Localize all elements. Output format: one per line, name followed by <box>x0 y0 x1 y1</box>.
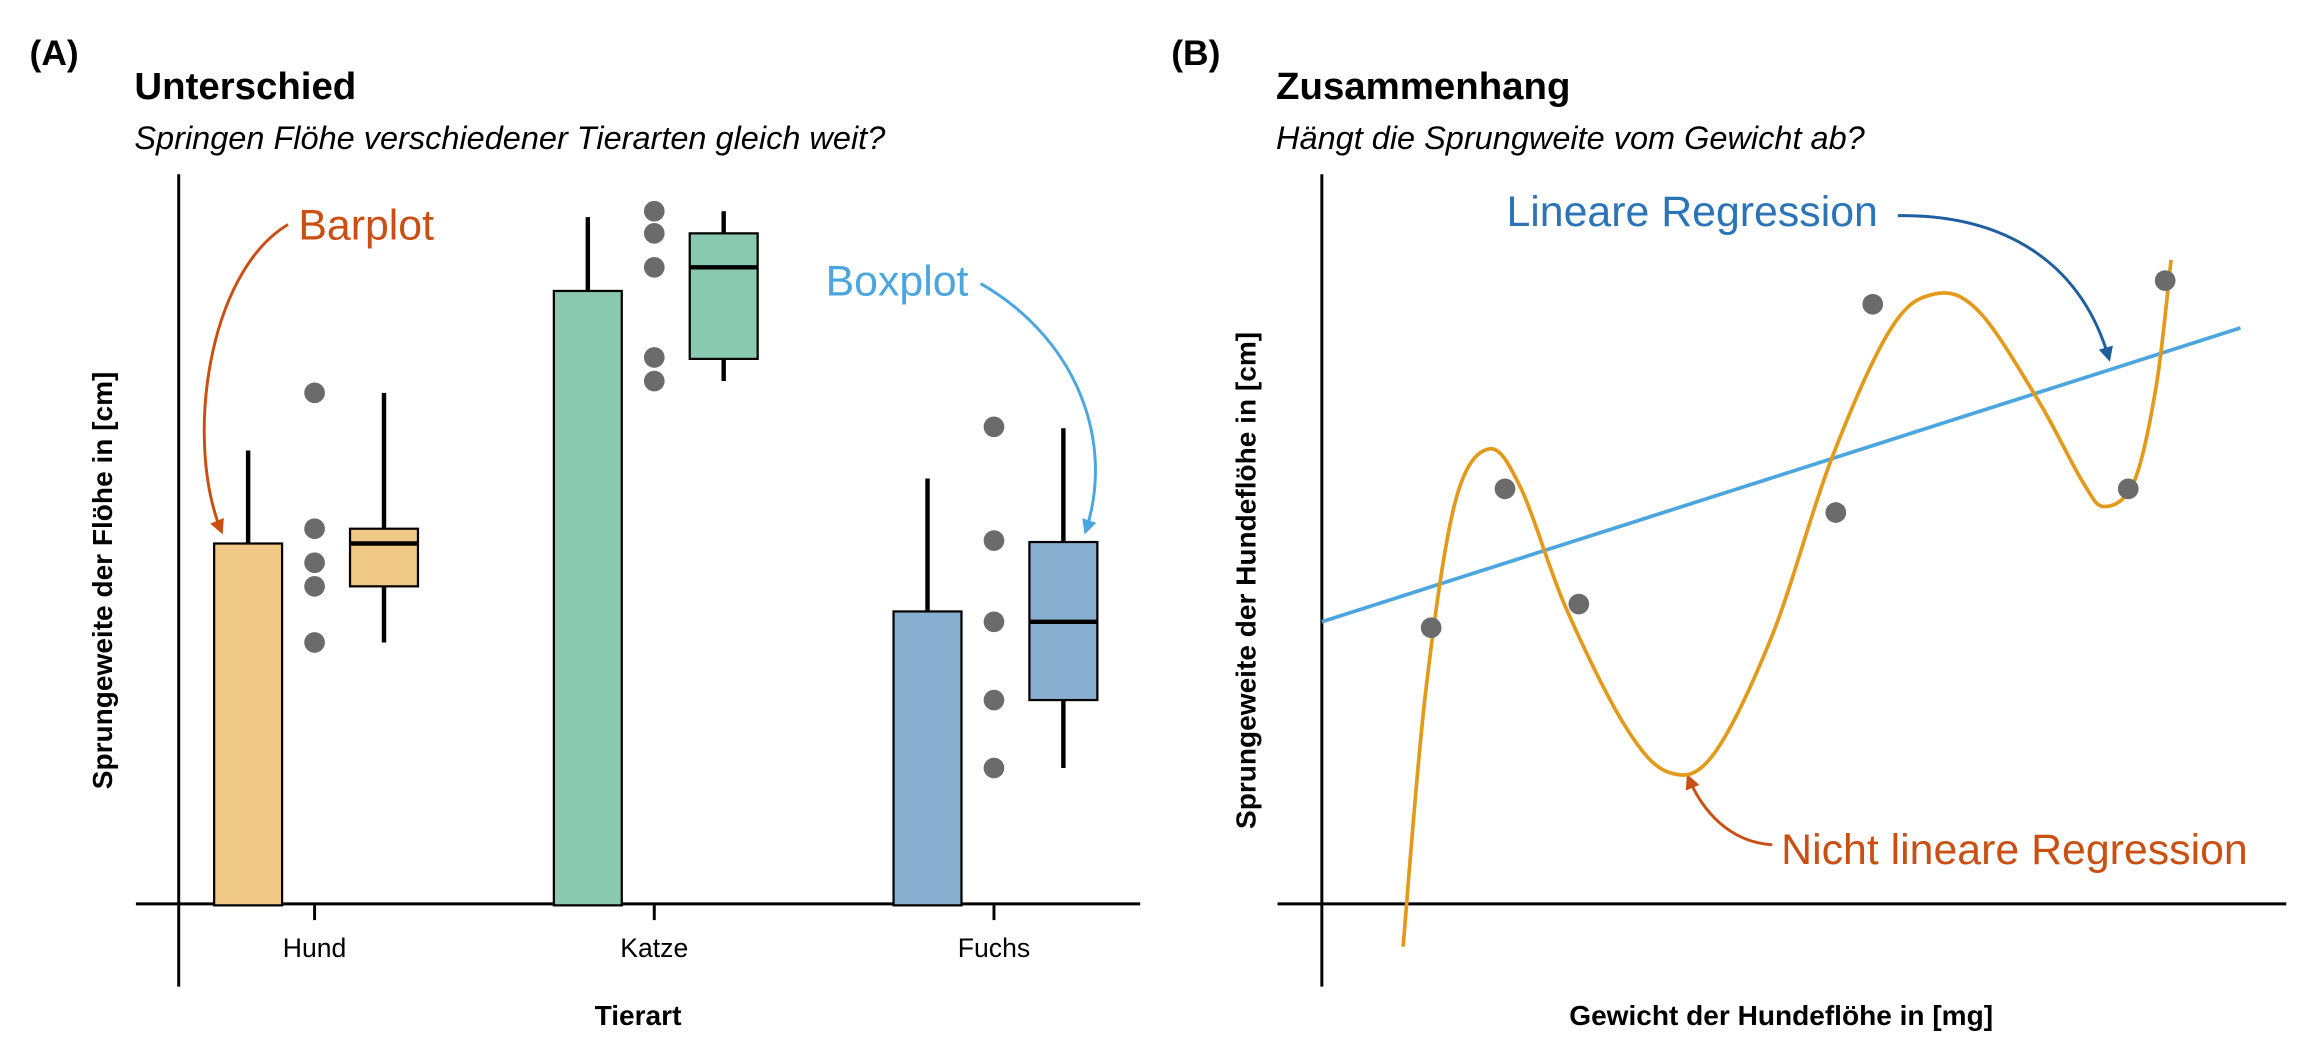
arrow <box>979 282 1097 535</box>
point <box>643 347 665 368</box>
point <box>983 611 1005 633</box>
regression-line <box>1321 326 2242 624</box>
point <box>304 632 325 653</box>
point <box>983 416 1005 438</box>
bar <box>892 610 963 907</box>
arrow <box>1685 774 1773 847</box>
point <box>643 223 665 244</box>
point <box>643 370 665 392</box>
point <box>1825 502 1847 523</box>
point <box>643 200 665 222</box>
panel-label: (A) <box>30 33 79 73</box>
point <box>304 576 325 597</box>
y-label: Sprungeweite der Flöhe in [cm] <box>87 372 118 790</box>
point <box>1420 617 1442 639</box>
y-label: Sprungeweite der Hundeflöhe in [cm] <box>1230 332 1261 829</box>
title: Zusammenhang <box>1276 65 1570 108</box>
arrow <box>202 223 289 535</box>
x-tick-label: Fuchs <box>958 933 1030 963</box>
point <box>1862 293 1884 315</box>
annotation: Barplot <box>298 201 434 249</box>
point <box>983 757 1005 779</box>
panel-label: (B) <box>1171 33 1220 73</box>
bar <box>213 542 284 907</box>
bar <box>552 289 623 907</box>
point <box>304 382 325 404</box>
point <box>1494 478 1516 500</box>
title: Unterschied <box>134 65 356 108</box>
x-label: Gewicht der Hundeflöhe in [mg] <box>1569 1000 1993 1031</box>
box <box>688 232 759 361</box>
point <box>1568 593 1590 615</box>
subtitle: Springen Flöhe verschiedener Tierarten g… <box>134 120 885 156</box>
x-label: Tierart <box>595 1000 682 1031</box>
point <box>2117 478 2139 500</box>
regression-line <box>1401 259 2173 947</box>
point <box>2154 270 2176 291</box>
point <box>304 518 325 540</box>
point <box>983 530 1005 551</box>
point <box>983 689 1005 711</box>
box <box>348 527 420 588</box>
point <box>304 552 325 574</box>
arrow <box>1897 214 2113 362</box>
point <box>643 256 665 278</box>
x-tick-label: Katze <box>620 933 688 963</box>
annotation: Nicht lineare Regression <box>1781 826 2248 874</box>
annotation: Lineare Regression <box>1506 188 1877 236</box>
subtitle: Hängt die Sprungweite vom Gewicht ab? <box>1276 120 1865 156</box>
x-tick-label: Hund <box>283 933 347 963</box>
annotation: Boxplot <box>826 257 969 305</box>
